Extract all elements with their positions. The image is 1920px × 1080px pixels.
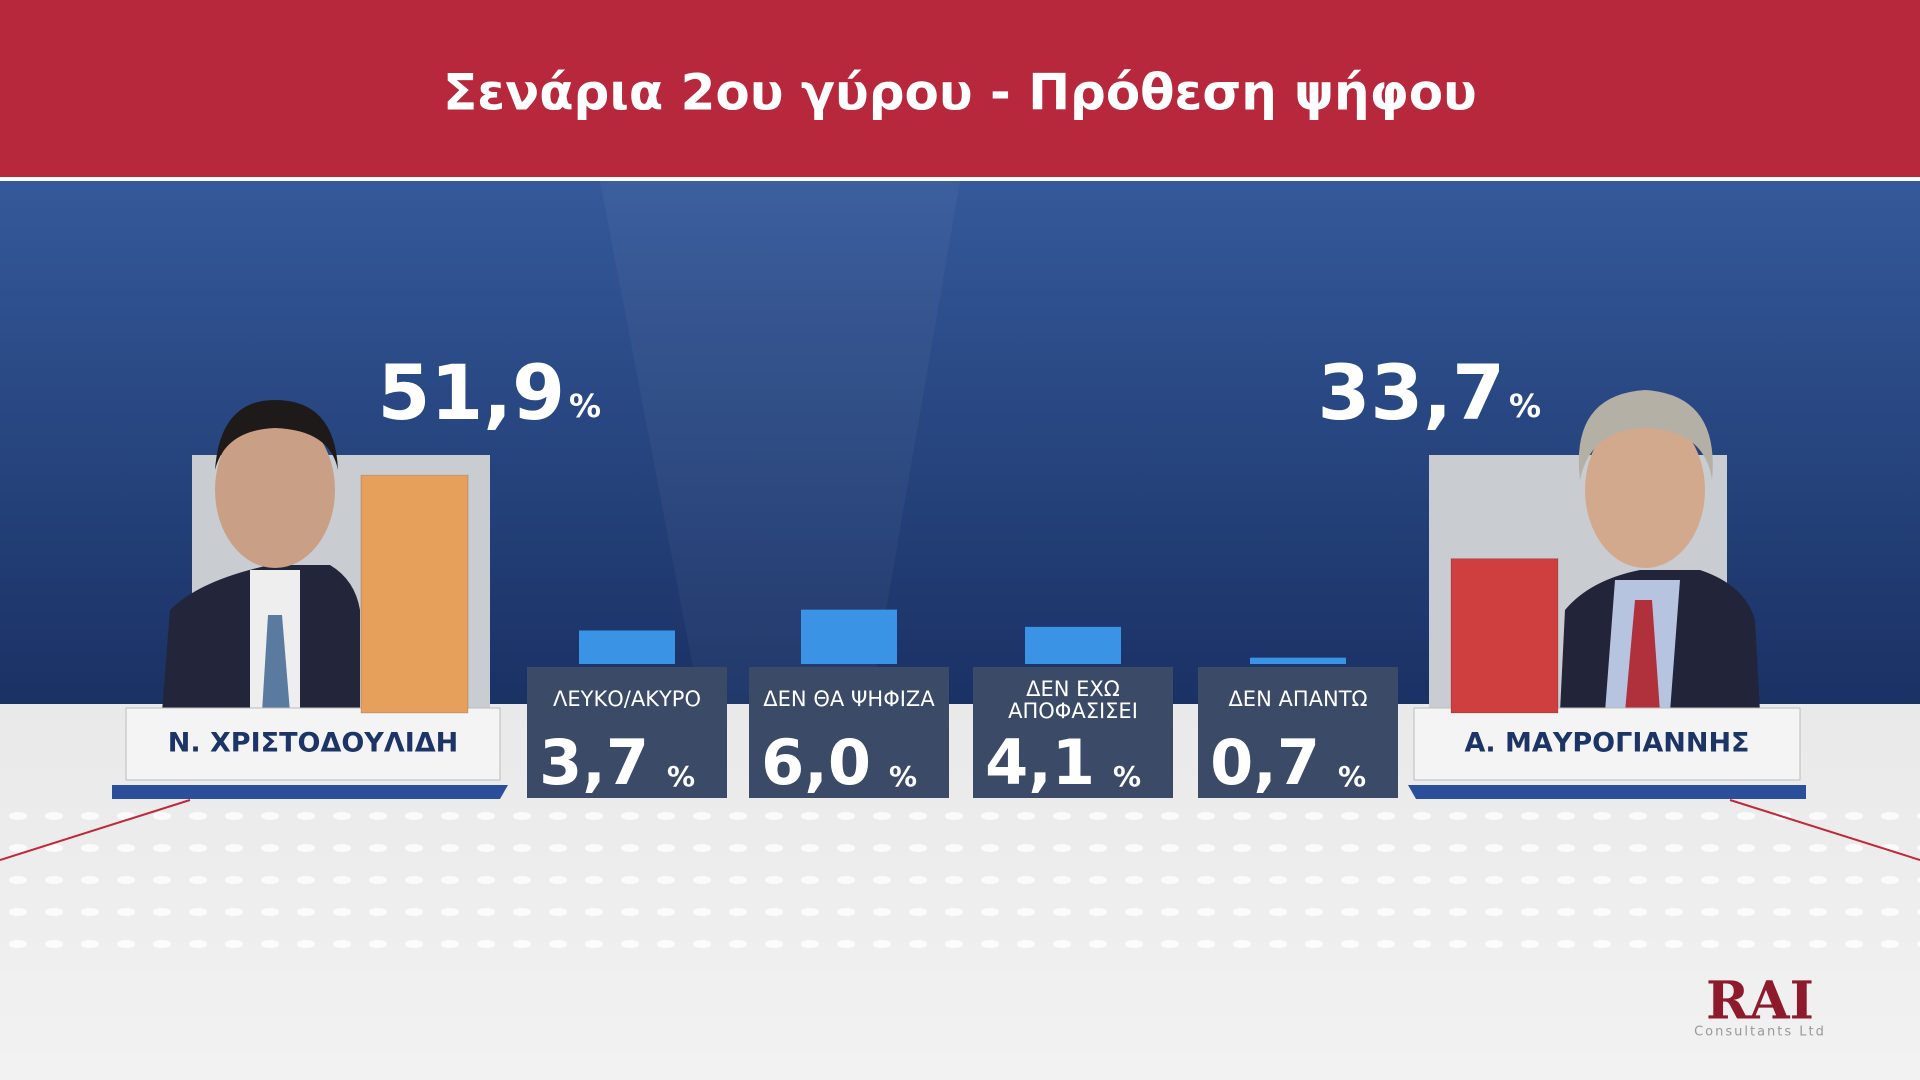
unit-label: % — [1113, 760, 1141, 793]
category-line: ΔΕΝ ΑΠΑΝΤΩ — [1228, 687, 1367, 711]
plate-base — [112, 785, 508, 799]
floor-dots — [0, 800, 1920, 960]
plate-base — [1408, 785, 1806, 799]
category-label: ΔΕΝ ΘΑ ΨΗΦΙΖΑ — [763, 687, 935, 711]
unit-label: % — [569, 387, 601, 425]
bar — [1025, 626, 1121, 664]
category-box — [973, 667, 1173, 798]
value-label: 51,9 — [377, 348, 565, 437]
chart-title: Σενάρια 2ου γύρου - Πρόθεση ψήφου — [443, 64, 1477, 122]
value-label: 3,7 — [539, 726, 649, 799]
category-label: ΔΕΝ ΑΠΑΝΤΩ — [1228, 687, 1367, 711]
category-box — [527, 667, 727, 798]
logo-subtitle: Consultants Ltd — [1694, 1025, 1826, 1040]
bar — [360, 474, 469, 714]
header — [0, 0, 1920, 177]
category-label: ΛΕΥΚΟ/ΑΚΥΡΟ — [553, 687, 701, 711]
unit-label: % — [1338, 760, 1366, 793]
value-label: 0,7 — [1210, 726, 1320, 799]
bar — [1250, 657, 1346, 664]
category-label: Α. ΜΑΥΡΟΓΙΑΝΝΗΣ — [1465, 728, 1750, 759]
category-box — [749, 667, 949, 798]
bar — [801, 609, 897, 664]
category-label: Ν. ΧΡΙΣΤΟΔΟΥΛΙΔΗ — [168, 728, 459, 759]
header-rule — [0, 177, 1920, 181]
name-plate — [1413, 707, 1801, 781]
bar — [1450, 558, 1559, 714]
logo: RAI — [1706, 971, 1814, 1032]
category-line: ΔΕΝ ΘΑ ΨΗΦΙΖΑ — [763, 687, 935, 711]
bar — [579, 630, 675, 664]
candidate-photo — [1560, 390, 1760, 712]
unit-label: % — [889, 760, 917, 793]
category-line: ΛΕΥΚΟ/ΑΚΥΡΟ — [553, 687, 701, 711]
floor-line — [1729, 799, 1920, 861]
category-label: ΔΕΝ ΕΧΩ ΑΠΟΦΑΣΙΣΕΙ — [1008, 677, 1138, 723]
value-label: 4,1 — [985, 726, 1095, 799]
category-box — [1198, 667, 1398, 798]
light-beam — [600, 181, 960, 704]
floor-line — [0, 799, 191, 861]
candidate-photo — [162, 400, 360, 712]
unit-label: % — [667, 760, 695, 793]
unit-label: % — [1509, 387, 1541, 425]
name-plate — [125, 707, 501, 781]
category-line: ΑΠΟΦΑΣΙΣΕΙ — [1008, 699, 1138, 723]
category-line: ΔΕΝ ΕΧΩ — [1026, 677, 1120, 701]
value-label: 6,0 — [761, 726, 871, 799]
value-label: 33,7 — [1317, 348, 1505, 437]
